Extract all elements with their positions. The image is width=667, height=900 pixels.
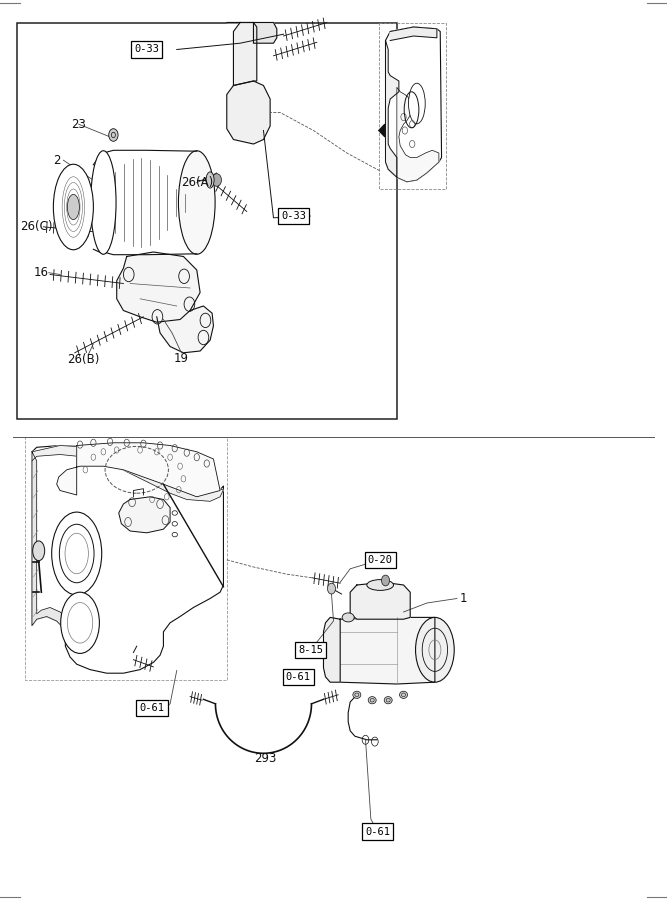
Polygon shape	[386, 27, 442, 182]
Polygon shape	[227, 22, 277, 43]
Text: 0-61: 0-61	[139, 703, 165, 714]
Bar	[17, 22, 397, 418]
Text: 0-61: 0-61	[365, 826, 390, 837]
Text: 19: 19	[174, 352, 189, 365]
Polygon shape	[32, 446, 223, 501]
Polygon shape	[350, 582, 410, 619]
Polygon shape	[157, 306, 213, 353]
Ellipse shape	[51, 512, 101, 595]
Text: 26(B): 26(B)	[67, 353, 99, 365]
Text: 26(C): 26(C)	[21, 220, 53, 233]
Ellipse shape	[206, 172, 214, 188]
Polygon shape	[233, 22, 257, 86]
Text: 16: 16	[34, 266, 49, 279]
Ellipse shape	[53, 164, 93, 249]
Polygon shape	[32, 452, 65, 630]
Circle shape	[212, 174, 221, 186]
Ellipse shape	[342, 613, 354, 622]
Circle shape	[382, 575, 390, 586]
Text: 26(A): 26(A)	[181, 176, 213, 189]
Ellipse shape	[416, 617, 454, 682]
Text: 1: 1	[460, 592, 468, 605]
Text: 8-15: 8-15	[298, 644, 323, 655]
Polygon shape	[57, 443, 220, 497]
Ellipse shape	[384, 697, 392, 704]
Polygon shape	[397, 87, 439, 182]
Text: 0-33: 0-33	[134, 44, 159, 55]
Text: 0-33: 0-33	[281, 211, 306, 221]
Polygon shape	[227, 81, 270, 144]
Ellipse shape	[91, 150, 116, 254]
Ellipse shape	[400, 691, 408, 698]
Text: 293: 293	[254, 752, 277, 765]
Text: 2: 2	[53, 154, 61, 166]
Polygon shape	[340, 617, 435, 684]
Ellipse shape	[109, 129, 118, 141]
Polygon shape	[119, 497, 170, 533]
Polygon shape	[32, 446, 223, 673]
Polygon shape	[386, 40, 399, 177]
Text: 23: 23	[71, 118, 86, 130]
Text: 0-61: 0-61	[285, 671, 311, 682]
Ellipse shape	[408, 84, 426, 123]
Ellipse shape	[61, 592, 99, 653]
Ellipse shape	[33, 541, 45, 561]
Polygon shape	[323, 617, 340, 682]
Ellipse shape	[353, 691, 361, 698]
Polygon shape	[390, 27, 437, 40]
Polygon shape	[117, 252, 200, 322]
Ellipse shape	[368, 697, 376, 704]
Ellipse shape	[367, 580, 394, 590]
Text: 0-20: 0-20	[368, 554, 393, 565]
Ellipse shape	[67, 194, 79, 220]
Ellipse shape	[178, 150, 215, 254]
Circle shape	[327, 583, 336, 594]
Polygon shape	[379, 124, 385, 137]
